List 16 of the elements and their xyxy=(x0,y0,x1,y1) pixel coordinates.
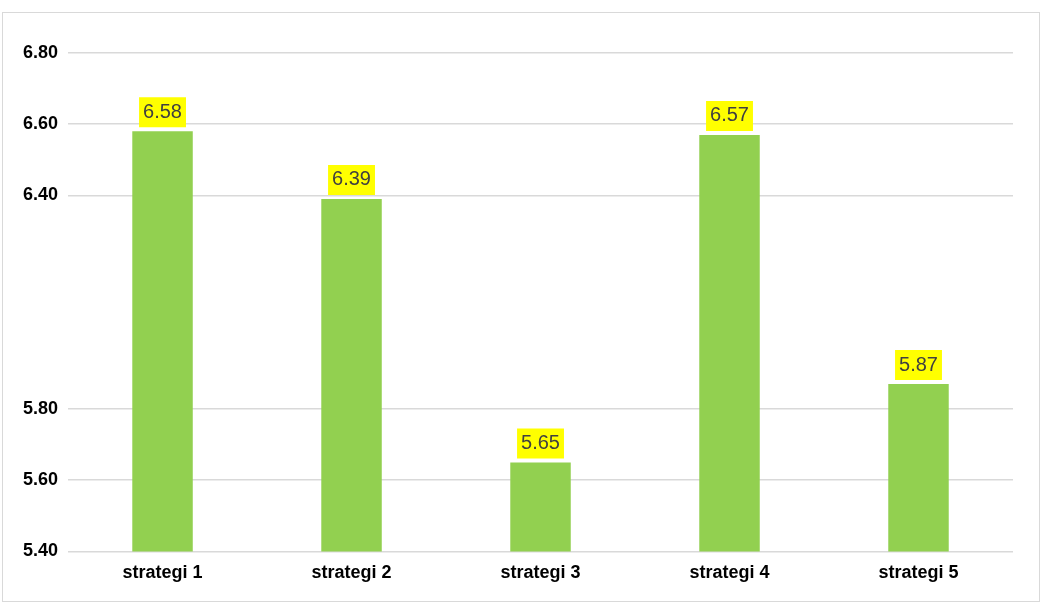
data-label: 5.65 xyxy=(521,430,560,453)
y-tick-label: 5.80 xyxy=(22,397,59,418)
data-label: 6.57 xyxy=(710,103,749,126)
x-tick-label: strategi 5 xyxy=(878,562,959,583)
x-tick-label: strategi 2 xyxy=(311,562,392,583)
x-tick-label: strategi 1 xyxy=(122,562,203,583)
x-tick-label: strategi 4 xyxy=(689,562,770,583)
data-label: 6.39 xyxy=(332,167,371,190)
y-tick-label: 5.40 xyxy=(22,540,59,561)
y-tick-label: 6.40 xyxy=(22,184,59,205)
y-tick-label: 6.60 xyxy=(22,113,59,134)
y-tick-label: 5.60 xyxy=(22,469,59,490)
data-label: 6.58 xyxy=(143,99,182,122)
y-tick-label: 6.80 xyxy=(22,41,59,62)
x-tick-label: strategi 3 xyxy=(500,562,581,583)
data-label: 5.87 xyxy=(899,352,938,375)
